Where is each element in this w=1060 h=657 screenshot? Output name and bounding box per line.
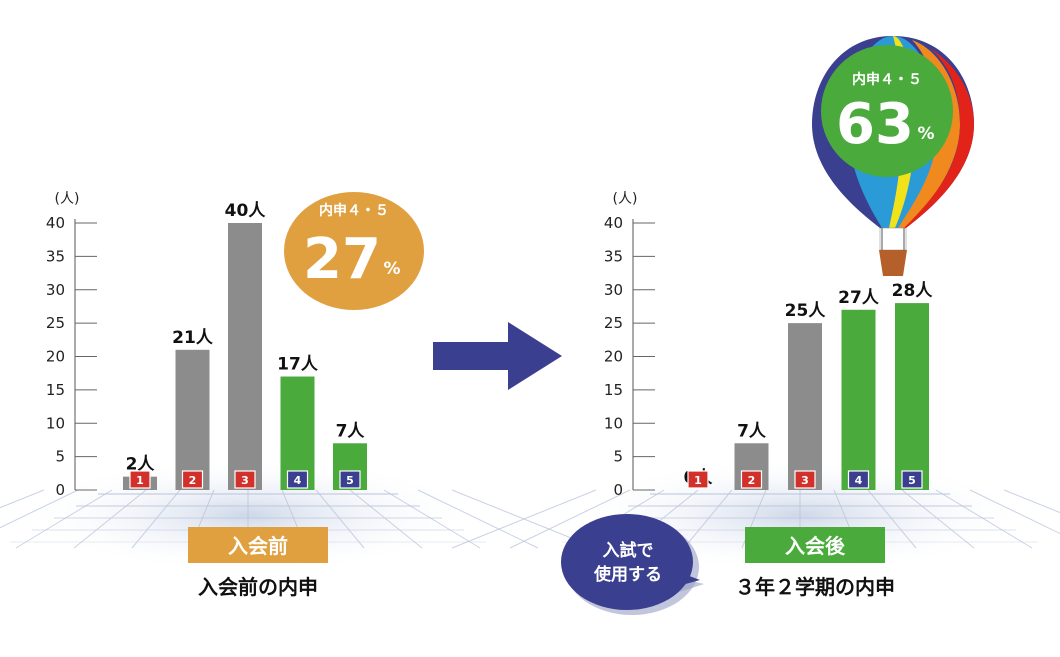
after-grade-badge (794, 470, 816, 489)
after-grade-label: 4 (855, 474, 863, 487)
balloon-icon: 内申４・５ 63 % (812, 36, 974, 276)
before-y-axis-unit: (人) (55, 191, 80, 207)
after-y-tick-label: 5 (613, 448, 623, 466)
after-y-tick-label: 30 (604, 281, 623, 299)
before-bar-value-label: 21人 (172, 328, 214, 348)
before-tag-label: 入会前 (228, 534, 288, 558)
before-y-tick-label: 5 (55, 448, 65, 466)
before-grade-label: 5 (346, 474, 354, 487)
after-caption: ３年２学期の内申 (735, 575, 895, 599)
callout-before: 内申４・５ 27 % (284, 192, 424, 310)
before-y-tick-label: 15 (46, 381, 65, 399)
after-grade-label: 1 (694, 474, 702, 487)
before-tag-box (188, 527, 328, 563)
callout-before-unit: % (383, 259, 400, 279)
transition-arrow-icon (433, 322, 562, 390)
before-grade-label: 4 (294, 474, 302, 487)
callout-before-circle (284, 192, 424, 310)
before-y-tick-label: 20 (46, 348, 65, 366)
before-bar-value-label: 7人 (336, 421, 366, 441)
before-bar (175, 349, 210, 490)
callout-after-unit: % (917, 124, 934, 144)
callout-before-value: 27 (303, 227, 381, 292)
before-grade-badge (181, 470, 204, 489)
after-y-axis-unit: (人) (613, 191, 638, 207)
after-y-tick-label: 35 (604, 247, 623, 265)
before-grade-badge (286, 470, 309, 489)
before-bar-value-label: 17人 (277, 355, 319, 375)
after-tag-label: 入会後 (785, 534, 846, 558)
callout-before-label: 内申４・５ (319, 202, 389, 219)
after-bar (841, 309, 876, 490)
before-y-tick-label: 40 (46, 214, 65, 232)
chart-after: 0510152025303540(人)0人17人225人327人428人5入会後… (451, 191, 1060, 599)
before-y-tick-label: 0 (55, 481, 65, 499)
after-y-tick-label: 20 (604, 348, 623, 366)
before-bar (228, 223, 262, 490)
after-grade-badge (687, 470, 709, 489)
speech-bubble-line2: 使用する (593, 564, 662, 585)
before-grade-label: 1 (136, 474, 144, 487)
before-grade-badge (339, 470, 361, 489)
after-grade-badge (901, 470, 923, 489)
before-y-tick-label: 25 (46, 314, 65, 332)
after-bar (895, 303, 929, 490)
after-y-tick-label: 40 (604, 214, 623, 232)
after-bar (788, 323, 822, 490)
before-caption: 入会前の内申 (198, 575, 318, 599)
before-y-tick-label: 30 (46, 281, 65, 299)
before-grade-badge (234, 470, 256, 489)
before-grade-label: 3 (241, 474, 249, 487)
callout-after-value: 63 (836, 92, 914, 157)
after-bar-value-label: 27人 (838, 288, 880, 308)
before-grade-badge (129, 470, 151, 489)
before-grade-label: 2 (189, 474, 197, 487)
after-tag-box (745, 527, 885, 563)
after-y-tick-label: 0 (613, 481, 623, 499)
speech-bubble-line1: 入試で (603, 540, 654, 561)
speech-bubble: 入試で 使用する (561, 514, 704, 615)
after-grade-badge (740, 470, 763, 489)
before-y-tick-label: 10 (46, 414, 65, 432)
before-bar-value-label: 40人 (225, 201, 267, 221)
callout-after-label: 内申４・５ (852, 71, 922, 88)
after-bar-value-label: 7人 (737, 421, 767, 441)
after-y-tick-label: 15 (604, 381, 623, 399)
after-bar-value-label: 25人 (785, 301, 827, 321)
after-y-tick-label: 25 (604, 314, 623, 332)
chart-before: 0 5 10 15 20 25 30 35 40 (人) 2人1 21人 2 40人 3 17人 4 7人 5 入会前… (0, 191, 597, 599)
callout-after-circle (821, 45, 953, 177)
before-bar-value-label: 2人 (126, 455, 156, 475)
after-bar-value-label: 28人 (892, 281, 934, 301)
after-grade-label: 3 (801, 474, 809, 487)
after-grade-label: 5 (908, 474, 916, 487)
after-grade-badge (847, 470, 870, 489)
before-y-tick-label: 35 (46, 247, 65, 265)
after-grade-label: 2 (748, 474, 756, 487)
after-y-tick-label: 10 (604, 414, 623, 432)
